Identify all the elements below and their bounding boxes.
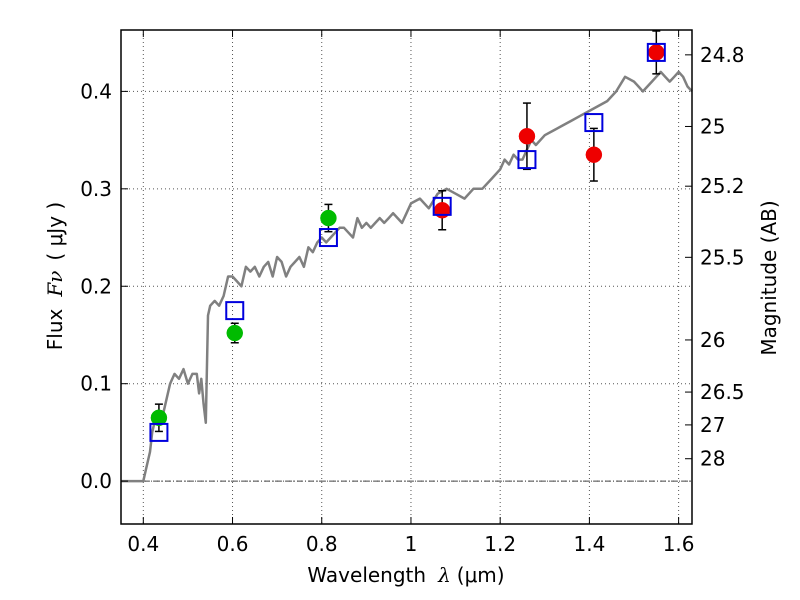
x-tick-label: 0.4 [127, 532, 159, 556]
mag-tick-label: 25.2 [700, 174, 745, 198]
y2-axis-label: Magnitude (AB) [757, 200, 781, 355]
mag-tick-label: 27 [700, 413, 725, 437]
model-box-marker [432, 196, 452, 216]
errorbar-layer [154, 30, 661, 433]
y-tick-label: 0.2 [80, 274, 112, 298]
x-axis-label-text: Wavelength [307, 563, 426, 587]
y-tick-label: 0.3 [80, 177, 112, 201]
green-data-point [320, 209, 337, 227]
y-tick-label: 0.4 [80, 79, 112, 103]
model-box-marker [225, 301, 245, 321]
x-tick-label: 1.4 [573, 532, 605, 556]
green-data-point [150, 409, 168, 427]
y-tick-label: 0.0 [80, 469, 112, 493]
plot-frame [120, 29, 693, 525]
box-layer [149, 42, 666, 442]
green-data-point [226, 324, 244, 342]
y-axis-label: Flux Fν ( μJy ) [43, 202, 67, 350]
mag-tick-label: 26.5 [700, 380, 745, 404]
mag-tick-label: 25 [700, 114, 725, 138]
y-axis-label-text: Flux [43, 308, 67, 350]
model-layer [121, 70, 693, 483]
y-axis-label-unit: ( μJy ) [43, 202, 67, 261]
model-box-marker [318, 228, 338, 248]
mag-tick-label: 24.8 [700, 43, 745, 67]
x-tick-label: 1.6 [663, 532, 695, 556]
x-axis-label-symbol: λ [437, 563, 451, 587]
mag-tick-label: 25.5 [700, 245, 745, 269]
mag-tick-label: 28 [700, 447, 725, 471]
y-axis-label-symbol: Fν [43, 271, 67, 298]
red-data-point [518, 127, 536, 145]
x-axis-label-unit: (μm) [457, 563, 505, 587]
x-tick-label: 1 [405, 532, 418, 556]
labels-layer: 0.4 0.6 0.8 1 1.2 1.4 1.6 0.0 0.1 0.2 0.3 0.4 24.8 25… [80, 43, 744, 556]
points-layer [150, 44, 665, 427]
x-tick-label: 1.2 [484, 532, 516, 556]
red-data-point [585, 146, 603, 163]
red-data-point [648, 44, 665, 61]
model-spectrum-line [121, 70, 693, 483]
mag-tick-label: 26 [700, 328, 725, 352]
x-tick-label: 0.6 [217, 532, 249, 556]
model-box-marker [646, 42, 666, 62]
y-tick-label: 0.1 [80, 372, 112, 396]
model-box-marker [149, 422, 169, 442]
model-box-marker [517, 150, 537, 170]
x-axis-label: Wavelength λ (μm) [307, 563, 504, 587]
ticks-layer [121, 30, 692, 524]
model-box-marker [584, 113, 604, 133]
x-tick-label: 0.8 [306, 532, 338, 556]
grid-layer [121, 30, 692, 524]
